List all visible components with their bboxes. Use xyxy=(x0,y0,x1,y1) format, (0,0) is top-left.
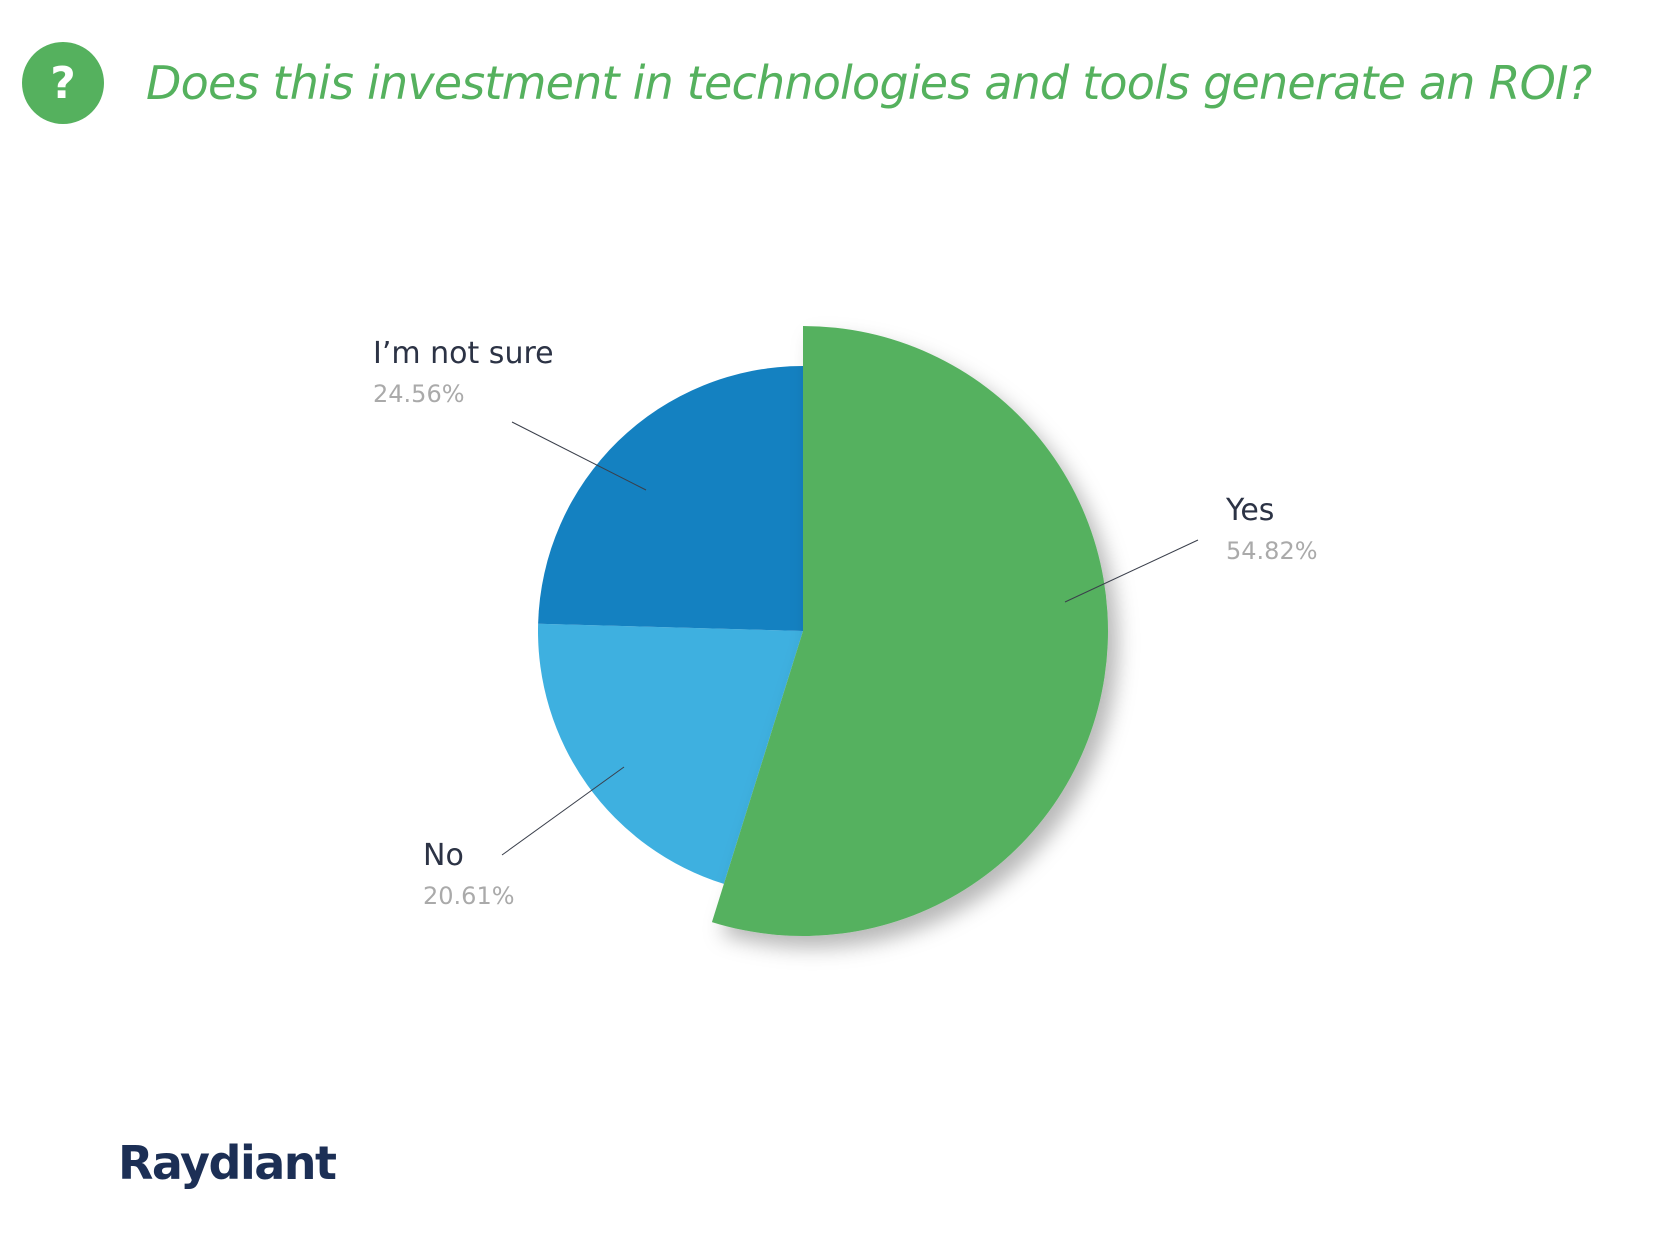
slice-label-i-m-not-sure: I’m not sure xyxy=(373,336,554,371)
question-icon: ? xyxy=(22,42,104,124)
pie-slice-i-m-not-sure xyxy=(538,366,803,631)
raydiant-logo: Raydiant xyxy=(118,1136,337,1190)
header: ? Does this investment in technologies a… xyxy=(22,42,1592,124)
leader-line-i-m-not-sure xyxy=(511,421,647,491)
slice-value-no: 20.61% xyxy=(423,882,515,910)
pie-slice-no xyxy=(538,623,803,884)
slice-label-no: No xyxy=(423,838,464,873)
slice-value-yes: 54.82% xyxy=(1226,537,1318,565)
page-title: Does this investment in technologies and… xyxy=(146,56,1592,110)
slice-value-i-m-not-sure: 24.56% xyxy=(373,380,465,408)
pie-slice-yes xyxy=(711,326,1109,936)
leader-line-no xyxy=(501,766,625,856)
slice-label-yes: Yes xyxy=(1225,493,1274,528)
leader-line-yes xyxy=(1064,539,1199,603)
